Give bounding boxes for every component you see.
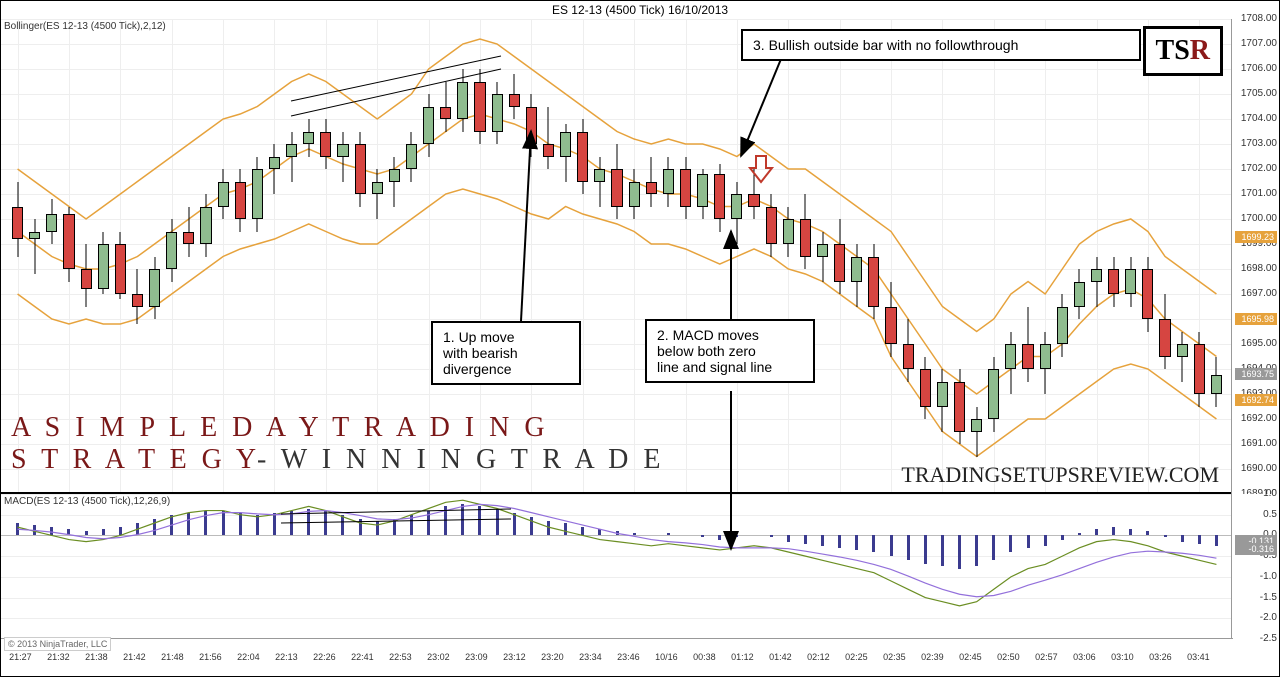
chart-container: ES 12-13 (4500 Tick) 16/10/2013 Bollinge…	[0, 0, 1280, 677]
annotation-3: 3. Bullish outside bar with no followthr…	[741, 29, 1141, 61]
price-y-axis: 1689.001690.001691.001692.001693.001694.…	[1231, 19, 1279, 494]
annotation-1: 1. Up move with bearish divergence	[431, 321, 581, 385]
copyright-label: © 2013 NinjaTrader, LLC	[4, 637, 111, 651]
bollinger-label: Bollinger(ES 12-13 (4500 Tick),2,12)	[4, 21, 166, 32]
macd-y-axis: -2.5-2.0-1.5-1.0-0.50.00.51.0-0.131-0.31…	[1231, 494, 1279, 639]
time-x-axis: 21:2721:3221:3821:4221:4821:5622:0422:13…	[1, 638, 1233, 676]
annotation-2: 2. MACD moves below both zero line and s…	[645, 319, 815, 383]
chart-title: ES 12-13 (4500 Tick) 16/10/2013	[1, 1, 1279, 20]
overlay-title: A S I M P L E D A Y T R A D I N G S T R …	[11, 412, 664, 476]
macd-panel[interactable]: MACD(ES 12-13 (4500 Tick),12,26,9)	[1, 494, 1233, 639]
tsr-logo: TSR	[1143, 26, 1224, 76]
watermark: TRADINGSETUPSREVIEW.COM	[901, 462, 1219, 488]
macd-label: MACD(ES 12-13 (4500 Tick),12,26,9)	[4, 496, 170, 507]
